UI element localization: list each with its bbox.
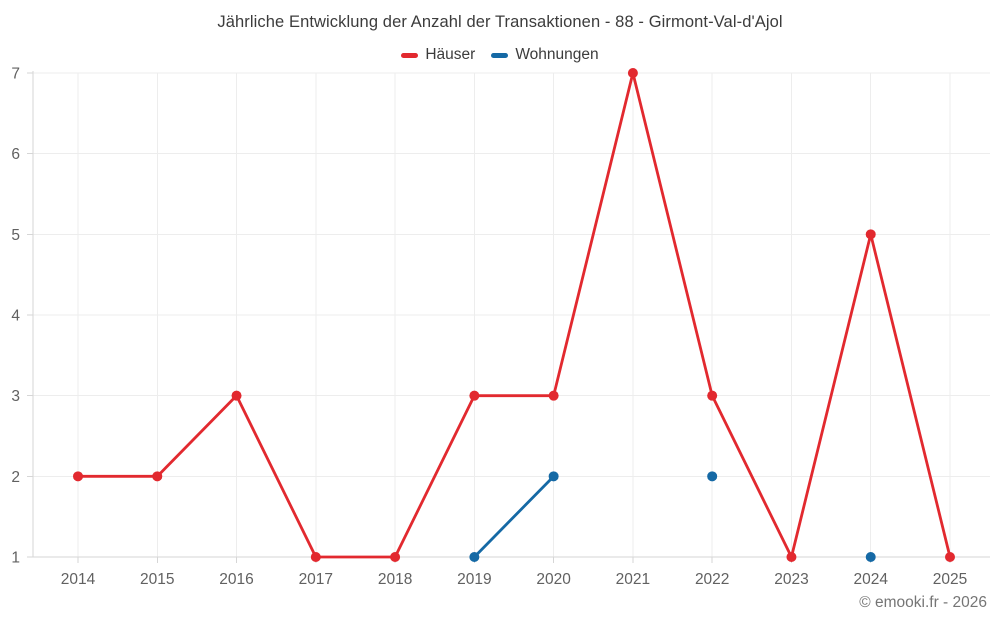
x-tick-label: 2015 (140, 571, 174, 588)
data-point[interactable] (469, 390, 480, 401)
grid-lines (33, 72, 990, 557)
data-point[interactable] (627, 68, 638, 78)
data-point[interactable] (152, 471, 163, 482)
haeuser-series-swatch-icon (401, 52, 419, 58)
y-tick-label: 6 (11, 146, 20, 163)
data-point[interactable] (390, 552, 401, 562)
x-tick-label: 2024 (853, 571, 888, 588)
data-point[interactable] (786, 552, 797, 562)
x-tick-label: 2023 (774, 571, 808, 588)
copyright-note: © emooki.fr - 2026 (859, 594, 987, 611)
wohnungen-series-swatch-icon (491, 52, 509, 58)
y-tick-label: 3 (11, 388, 20, 405)
data-point[interactable] (865, 552, 876, 562)
data-point[interactable] (73, 471, 83, 482)
data-point[interactable] (469, 552, 480, 562)
axes (27, 71, 990, 563)
y-tick-label: 5 (11, 227, 20, 244)
x-tick-label: 2020 (536, 571, 571, 588)
y-tick-label: 4 (11, 307, 20, 324)
y-tick-label: 1 (11, 549, 20, 566)
y-tick-label: 2 (11, 469, 20, 486)
legend: Häuser Wohnungen (0, 46, 1000, 64)
legend-label-wohnungen: Wohnungen (515, 46, 599, 63)
series-häuser (73, 68, 955, 562)
axis-labels: 1 2 3 4 5 6 7 2014 2015 2016 2017 2018 2019 2020 2021 2… (11, 65, 967, 588)
data-point[interactable] (548, 471, 559, 482)
chart-title: Jährliche Entwicklung der Anzahl der Tra… (217, 13, 783, 31)
legend-item-haeuser[interactable]: Häuser (401, 46, 475, 64)
data-point[interactable] (707, 471, 718, 482)
x-tick-label: 2018 (378, 571, 412, 588)
data-point[interactable] (945, 552, 955, 562)
data-point[interactable] (548, 390, 559, 401)
x-tick-label: 2022 (695, 571, 729, 588)
data-point[interactable] (707, 390, 718, 401)
legend-item-wohnungen[interactable]: Wohnungen (491, 46, 599, 64)
x-tick-label: 2017 (299, 571, 333, 588)
x-tick-label: 2016 (219, 571, 253, 588)
x-tick-label: 2014 (61, 571, 96, 588)
series-line (76, 71, 952, 559)
data-point[interactable] (231, 390, 242, 401)
legend-label-haeuser: Häuser (425, 46, 476, 63)
series-wohnungen (469, 471, 876, 562)
x-tick-label: 2019 (457, 571, 491, 588)
x-tick-label: 2025 (933, 571, 967, 588)
series-line (472, 474, 556, 559)
y-tick-label: 7 (11, 65, 20, 82)
data-point[interactable] (865, 229, 876, 240)
data-point[interactable] (310, 552, 321, 562)
x-tick-label: 2021 (616, 571, 650, 588)
